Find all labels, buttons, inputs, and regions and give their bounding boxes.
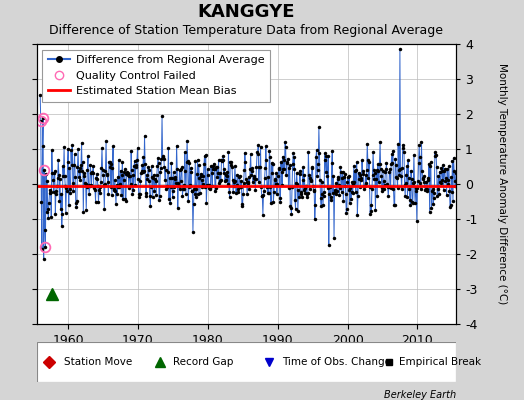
Text: KANGGYE: KANGGYE bbox=[198, 3, 295, 21]
Text: Time of Obs. Change: Time of Obs. Change bbox=[282, 357, 391, 367]
Text: Difference of Station Temperature Data from Regional Average: Difference of Station Temperature Data f… bbox=[49, 24, 443, 37]
Text: Empirical Break: Empirical Break bbox=[399, 357, 482, 367]
Text: Station Move: Station Move bbox=[64, 357, 132, 367]
FancyBboxPatch shape bbox=[37, 342, 456, 382]
Text: Berkeley Earth: Berkeley Earth bbox=[384, 390, 456, 400]
Legend: Difference from Regional Average, Quality Control Failed, Estimated Station Mean: Difference from Regional Average, Qualit… bbox=[42, 50, 270, 102]
Text: Record Gap: Record Gap bbox=[173, 357, 233, 367]
Y-axis label: Monthly Temperature Anomaly Difference (°C): Monthly Temperature Anomaly Difference (… bbox=[497, 63, 507, 305]
